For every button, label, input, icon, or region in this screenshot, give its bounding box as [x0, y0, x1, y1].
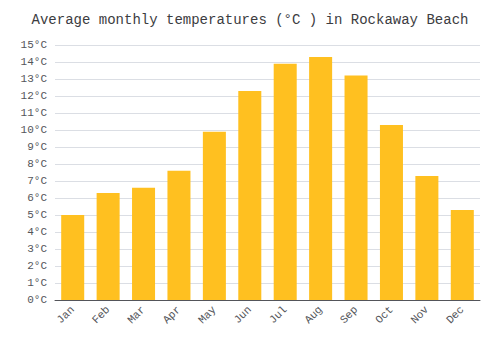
svg-text:2°C: 2°C	[27, 260, 47, 272]
svg-text:6°C: 6°C	[27, 192, 47, 204]
svg-text:Jan: Jan	[54, 304, 76, 326]
svg-text:May: May	[196, 303, 219, 326]
svg-text:Dec: Dec	[444, 304, 466, 326]
svg-text:7°C: 7°C	[27, 175, 47, 187]
svg-text:Jul: Jul	[267, 304, 289, 326]
svg-text:Sep: Sep	[338, 304, 360, 326]
svg-text:Mar: Mar	[125, 304, 147, 326]
svg-text:Nov: Nov	[409, 303, 432, 326]
svg-text:11°C: 11°C	[21, 107, 48, 119]
svg-text:Average monthly temperatures (: Average monthly temperatures (°C ) in Ro…	[32, 12, 469, 28]
svg-text:Oct: Oct	[373, 304, 395, 326]
svg-text:1°C: 1°C	[27, 277, 47, 289]
svg-text:Aug: Aug	[302, 304, 324, 326]
svg-text:0°C: 0°C	[27, 294, 47, 306]
svg-text:10°C: 10°C	[21, 124, 48, 136]
svg-text:Apr: Apr	[161, 304, 183, 326]
svg-text:3°C: 3°C	[27, 243, 47, 255]
svg-text:9°C: 9°C	[27, 141, 47, 153]
svg-text:4°C: 4°C	[27, 226, 47, 238]
svg-text:12°C: 12°C	[21, 90, 48, 102]
svg-text:15°C: 15°C	[21, 39, 48, 51]
svg-text:13°C: 13°C	[21, 73, 48, 85]
svg-text:Feb: Feb	[90, 304, 112, 326]
svg-text:14°C: 14°C	[21, 56, 48, 68]
svg-text:5°C: 5°C	[27, 209, 47, 221]
svg-text:8°C: 8°C	[27, 158, 47, 170]
svg-text:Jun: Jun	[232, 304, 254, 326]
